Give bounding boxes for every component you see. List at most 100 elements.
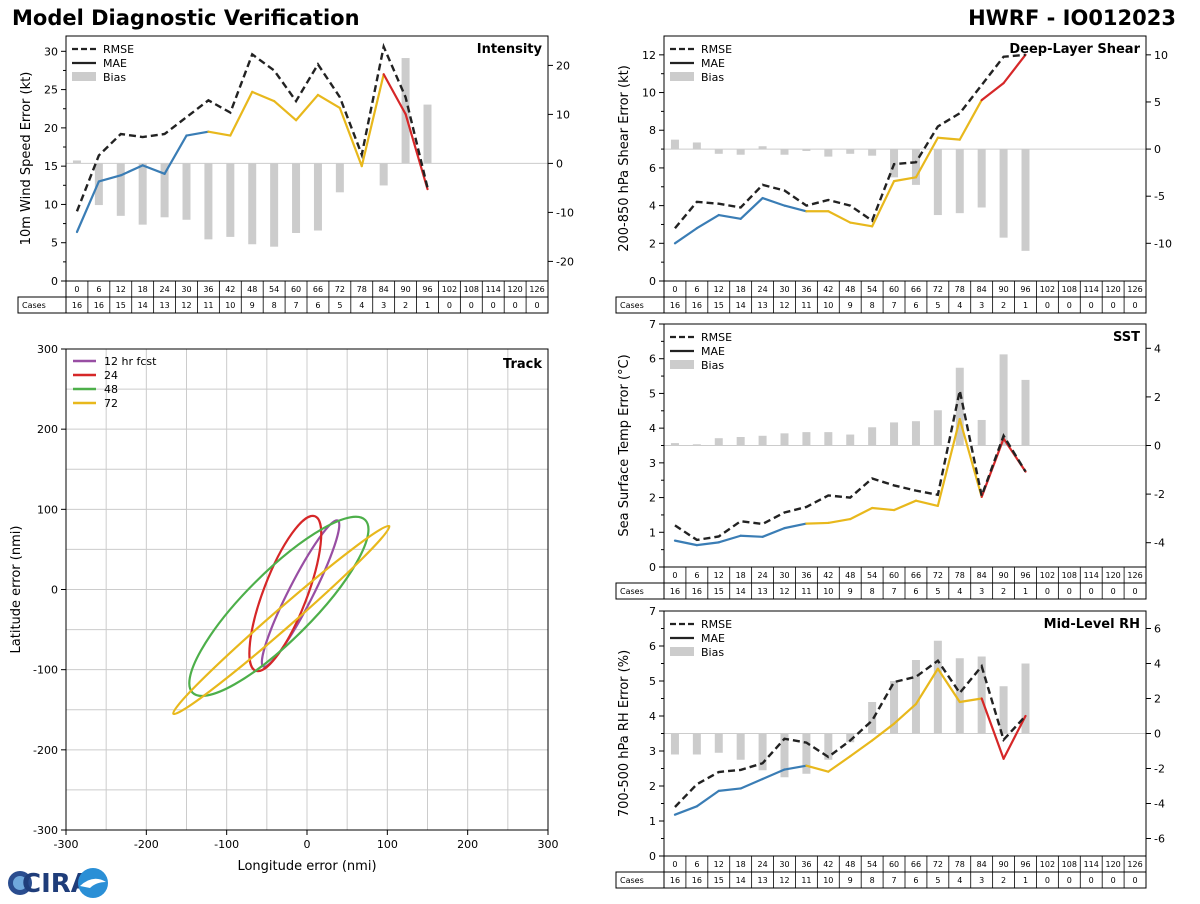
mae-line-segment [1002, 53, 1027, 85]
legend-bias-swatch [670, 72, 694, 81]
cases-cell: 5 [935, 301, 940, 310]
track-legend-label: 72 [104, 397, 118, 410]
mae-line-segment [229, 90, 254, 137]
track-legend-label: 12 hr fcst [104, 355, 157, 368]
bias-bar [846, 733, 855, 743]
y-axis-label: Sea Surface Temp Error (°C) [617, 354, 632, 536]
chart-title: SST [1113, 330, 1140, 345]
bias-bar [692, 142, 701, 150]
bias-bar [1021, 149, 1030, 251]
cases-cell: 12 [779, 587, 789, 596]
legend-rmse-label: RMSE [701, 331, 732, 344]
hour-cell: 54 [867, 860, 877, 869]
legend-bias-swatch [670, 647, 694, 656]
hour-cell: 12 [714, 571, 724, 580]
hour-cell: 78 [955, 571, 965, 580]
bias-bar [758, 733, 767, 771]
y-tick-label: 8 [649, 124, 656, 137]
cases-cell: 8 [870, 876, 875, 885]
cases-cell: 9 [848, 587, 853, 596]
bias-bar [824, 432, 833, 446]
mae-line-segment [849, 221, 874, 228]
page-title: Model Diagnostic Verification [12, 6, 360, 30]
hour-cell: 66 [313, 285, 323, 294]
y2-tick-label: 2 [1154, 693, 1161, 706]
hour-cell: 36 [801, 860, 811, 869]
hour-cell: 24 [757, 860, 767, 869]
y2-tick-label: 10 [1154, 49, 1168, 62]
y-tick-label: 10 [642, 87, 656, 100]
hour-cell: 42 [225, 285, 235, 294]
y2-tick-label: 20 [556, 59, 570, 72]
mae-line-segment [360, 73, 385, 168]
cases-cell: 9 [848, 301, 853, 310]
cases-cell: 13 [757, 587, 767, 596]
y-tick-label: 25 [44, 84, 58, 97]
bias-bar [802, 432, 811, 446]
bias-bar [955, 149, 964, 214]
hour-cell: 90 [998, 860, 1008, 869]
y2-tick-label: -2 [1154, 763, 1165, 776]
hour-cell: 120 [507, 285, 522, 294]
bias-bar [780, 733, 789, 778]
hour-cell: 54 [867, 571, 877, 580]
rmse-line [75, 42, 429, 212]
cases-cell: 2 [1001, 876, 1006, 885]
mae-line-segment [673, 539, 698, 547]
cases-cell: 7 [891, 301, 896, 310]
hour-cell: 6 [694, 285, 699, 294]
hour-cell: 90 [998, 571, 1008, 580]
mae-line-segment [980, 82, 1005, 102]
chart-title: Intensity [477, 42, 543, 57]
y2-tick-label: 2 [1154, 391, 1161, 404]
hour-cell: 114 [486, 285, 501, 294]
bias-bar [758, 435, 767, 446]
bias-bar [955, 367, 964, 446]
hour-cell: 108 [1062, 860, 1077, 869]
bias-bar [999, 354, 1008, 446]
hour-cell: 126 [1127, 860, 1142, 869]
hour-cell: 12 [714, 285, 724, 294]
cases-row [615, 582, 1147, 600]
bias-bar [138, 163, 147, 225]
cases-cell: 0 [1089, 301, 1094, 310]
hour-cell: 96 [1020, 571, 1030, 580]
cases-cell: 7 [891, 587, 896, 596]
bias-bar [868, 427, 877, 446]
cases-cell: 0 [1045, 301, 1050, 310]
bias-bar [670, 733, 679, 755]
model-storm-id: HWRF - IO012023 [968, 6, 1176, 30]
y-tick-label: 12 [642, 49, 656, 62]
hour-cell: 66 [911, 285, 921, 294]
bias-bar [780, 433, 789, 446]
mae-line-segment [827, 755, 852, 773]
bias-bar [999, 686, 1008, 734]
legend-mae-label: MAE [701, 345, 725, 358]
y-tick-label: 0 [649, 850, 656, 863]
y-tick-label: 15 [44, 160, 58, 173]
y2-tick-label: 4 [1154, 342, 1161, 355]
y-tick-label: 4 [649, 422, 656, 435]
hour-cell: 108 [1062, 571, 1077, 580]
cases-cell: 12 [779, 301, 789, 310]
bias-bar [911, 149, 920, 185]
mae-line-segment [316, 93, 341, 110]
bias-bar [846, 149, 855, 154]
hour-cell: 72 [335, 285, 345, 294]
plot-frame [663, 35, 1147, 282]
mae-line-segment [892, 176, 918, 183]
hour-cell: 24 [159, 285, 169, 294]
cases-cell: 5 [337, 301, 342, 310]
cases-cell: 6 [913, 587, 918, 596]
cases-cell: 0 [1111, 301, 1116, 310]
track-error-ellipse [188, 515, 370, 698]
mae-line-segment [936, 136, 961, 141]
hour-cell: 6 [694, 860, 699, 869]
mae-line-segment [827, 210, 852, 224]
cases-cell: 10 [225, 301, 235, 310]
mae-line-segment [207, 130, 232, 137]
hour-cell: 6 [96, 285, 101, 294]
legend-rmse-label: RMSE [701, 43, 732, 56]
